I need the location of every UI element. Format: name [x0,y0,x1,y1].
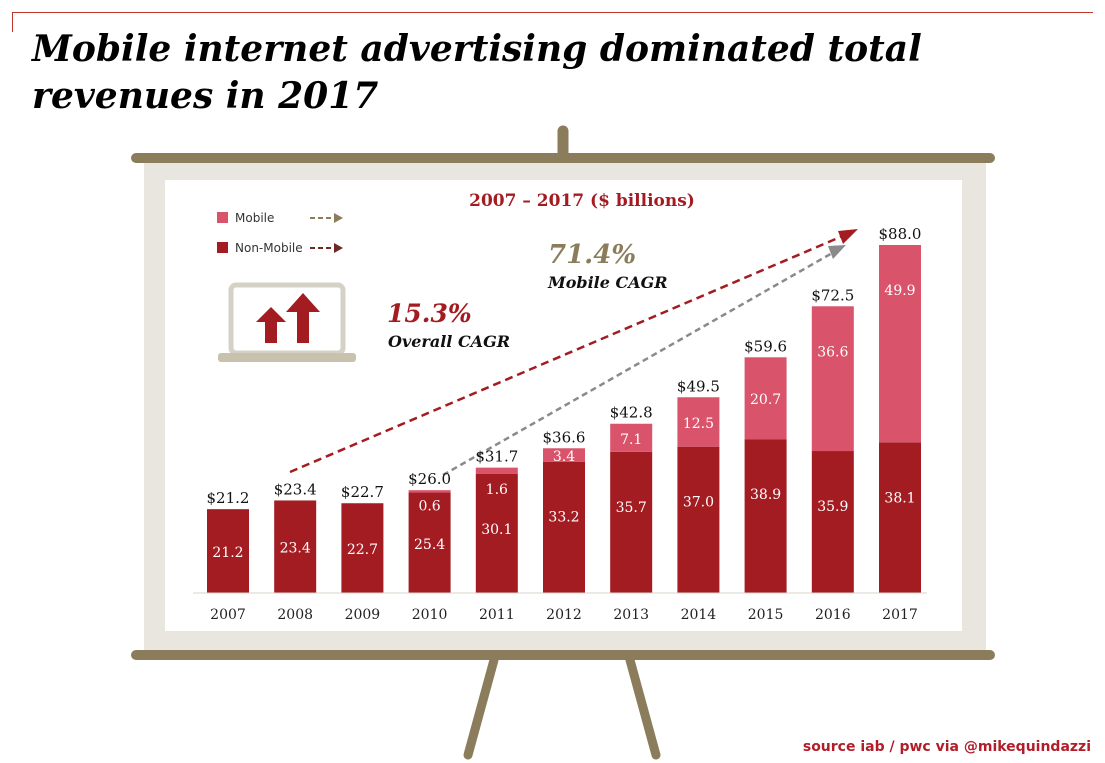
bar-mobile-2015 [744,357,787,440]
data-label-non-mobile-2016: 35.9 [817,499,848,515]
bar-mobile-2013 [610,423,653,452]
page-title: Mobile internet advertising dominated to… [32,28,922,117]
data-label-non-mobile-2013: 35.7 [616,500,647,516]
data-label-mobile-2013: 7.1 [620,432,642,448]
data-label-non-mobile-2012: 33.2 [548,510,579,526]
legend-arrowhead-non-mobile [334,243,343,253]
bar-non-mobile-2007 [207,509,249,593]
bar-mobile-2010 [408,490,451,493]
bar-non-mobile-2014 [677,446,720,593]
bar-total-label-2012: $36.6 [543,428,586,446]
bar-mobile-2016 [811,306,854,452]
bar-mobile-2012 [543,448,585,462]
data-label-mobile-2017: 49.9 [884,283,915,299]
easel-leg-left [463,655,499,760]
data-label-mobile-2010: 0.6 [418,499,440,515]
x-tick-label-2017: 2017 [882,607,918,623]
data-label-mobile-2011: 1.6 [486,482,508,498]
bar-total-label-2008: $23.4 [274,480,317,498]
bar-total-label-2016: $72.5 [811,286,854,304]
bar-total-label-2017: $88.0 [879,225,922,243]
x-tick-label-2015: 2015 [748,607,784,623]
legend-label-mobile: Mobile [235,211,274,225]
data-label-non-mobile-2009: 22.7 [347,542,378,558]
data-label-non-mobile-2015: 38.9 [750,487,781,503]
x-tick-label-2014: 2014 [681,607,717,623]
data-label-mobile-2014: 12.5 [683,416,714,432]
x-tick-label-2009: 2009 [345,607,381,623]
data-label-non-mobile-2008: 23.4 [280,541,311,557]
bar-total-label-2015: $59.6 [744,337,787,355]
data-label-non-mobile-2014: 37.0 [683,495,714,511]
bar-total-label-2011: $31.7 [475,448,518,466]
data-label-non-mobile-2010: 25.4 [414,537,445,553]
chart-title: 2007 – 2017 ($ billions) [469,191,695,211]
mobile-cagr-label: Mobile CAGR [547,273,668,292]
overall-cagr-label: Overall CAGR [388,332,510,351]
bar-non-mobile-2011 [475,473,518,593]
x-tick-label-2010: 2010 [412,607,448,623]
bar-total-label-2010: $26.0 [408,470,451,488]
data-label-mobile-2016: 36.6 [817,344,848,360]
data-label-non-mobile-2017: 38.1 [884,490,915,506]
legend-arrowhead-mobile [334,213,343,223]
overall-cagr-value: 15.3% [387,299,472,328]
x-tick-label-2008: 2008 [277,607,313,623]
x-tick-label-2011: 2011 [479,607,515,623]
bar-non-mobile-2017 [879,442,921,593]
legend-swatch-mobile [217,212,228,223]
legend-label-non-mobile: Non-Mobile [235,241,303,255]
bar-non-mobile-2012 [543,461,585,593]
easel-leg-right [625,655,661,760]
x-tick-label-2016: 2016 [815,607,851,623]
legend: Mobile Non-Mobile [217,211,343,255]
mobile-cagr-arrowhead [828,245,846,259]
bar-non-mobile-2008 [274,500,317,593]
bar-non-mobile-2013 [610,451,653,593]
bar-mobile-2014 [677,397,720,447]
overall-cagr-arrow [289,233,846,474]
bar-non-mobile-2016 [811,451,854,593]
bar-total-label-2014: $49.5 [677,377,720,395]
data-label-mobile-2015: 20.7 [750,392,781,408]
laptop-icon [218,282,356,362]
bar-total-label-2013: $42.8 [610,404,653,422]
x-tick-label-2012: 2012 [546,607,582,623]
source-credit: source iab / pwc via @mikequindazzi [802,739,1091,755]
bar-non-mobile-2015 [744,439,787,593]
bar-mobile-2017 [879,245,921,443]
data-label-non-mobile-2011: 30.1 [481,522,512,538]
x-tick-label-2007: 2007 [210,607,246,623]
mobile-cagr-arrow [442,250,835,477]
bar-total-label-2009: $22.7 [341,483,384,501]
bar-total-label-2007: $21.2 [207,489,250,507]
data-label-mobile-2012: 3.4 [553,449,575,465]
bar-mobile-2011 [475,467,518,474]
data-label-non-mobile-2007: 21.2 [212,545,243,561]
top-accent-line [12,12,1093,32]
x-tick-label-2013: 2013 [613,607,649,623]
bars-group: 21.2 $21.2 2007 23.4 $23.4 2008 22.7 $22.7 2009 2… [207,225,922,623]
up-arrow-icon [256,293,320,343]
bar-non-mobile-2010 [408,492,451,593]
legend-swatch-non-mobile [217,242,228,253]
bar-non-mobile-2009 [341,503,384,593]
mobile-cagr-value: 71.4% [548,240,636,270]
overall-cagr-arrowhead [838,229,858,244]
